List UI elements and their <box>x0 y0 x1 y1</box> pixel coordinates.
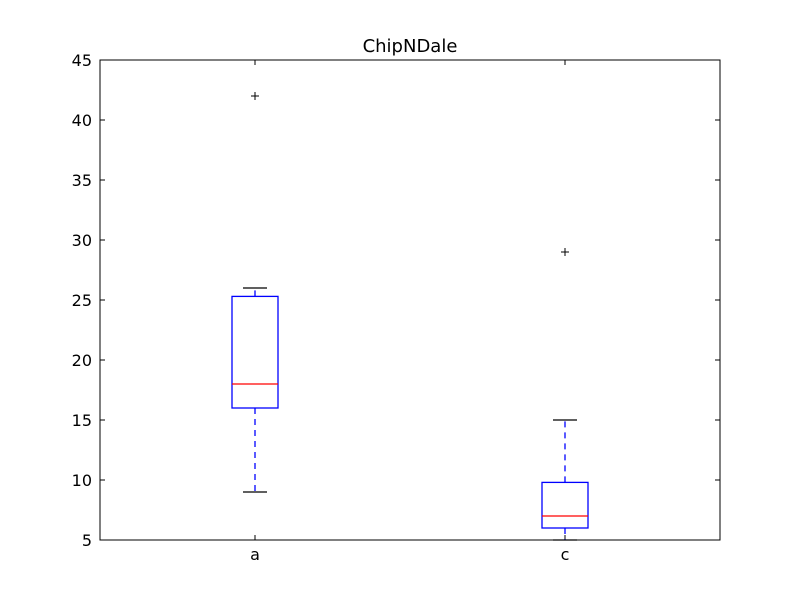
y-tick-label: 30 <box>72 231 92 250</box>
ticks-layer: 5 10 15 20 25 30 35 40 45 a c <box>72 51 720 564</box>
y-tick-label: 5 <box>82 531 92 550</box>
y-tick-label: 25 <box>72 291 92 310</box>
outlier-marker <box>561 248 569 256</box>
iqr-box <box>231 295 279 409</box>
x-tick-label: a <box>250 545 260 564</box>
box-a <box>231 92 279 493</box>
outlier-marker <box>251 92 259 100</box>
y-tick-label: 10 <box>72 471 92 490</box>
y-tick-label: 15 <box>72 411 92 430</box>
y-tick-label: 20 <box>72 351 92 370</box>
y-tick-label: 35 <box>72 171 92 190</box>
y-tick-label: 40 <box>72 111 92 130</box>
x-tick-label: c <box>561 545 570 564</box>
y-tick-label: 45 <box>72 51 92 70</box>
iqr-box <box>541 481 589 529</box>
plot-frame <box>99 59 721 541</box>
boxes-layer <box>231 92 589 541</box>
chart-title: ChipNDale <box>363 36 458 57</box>
